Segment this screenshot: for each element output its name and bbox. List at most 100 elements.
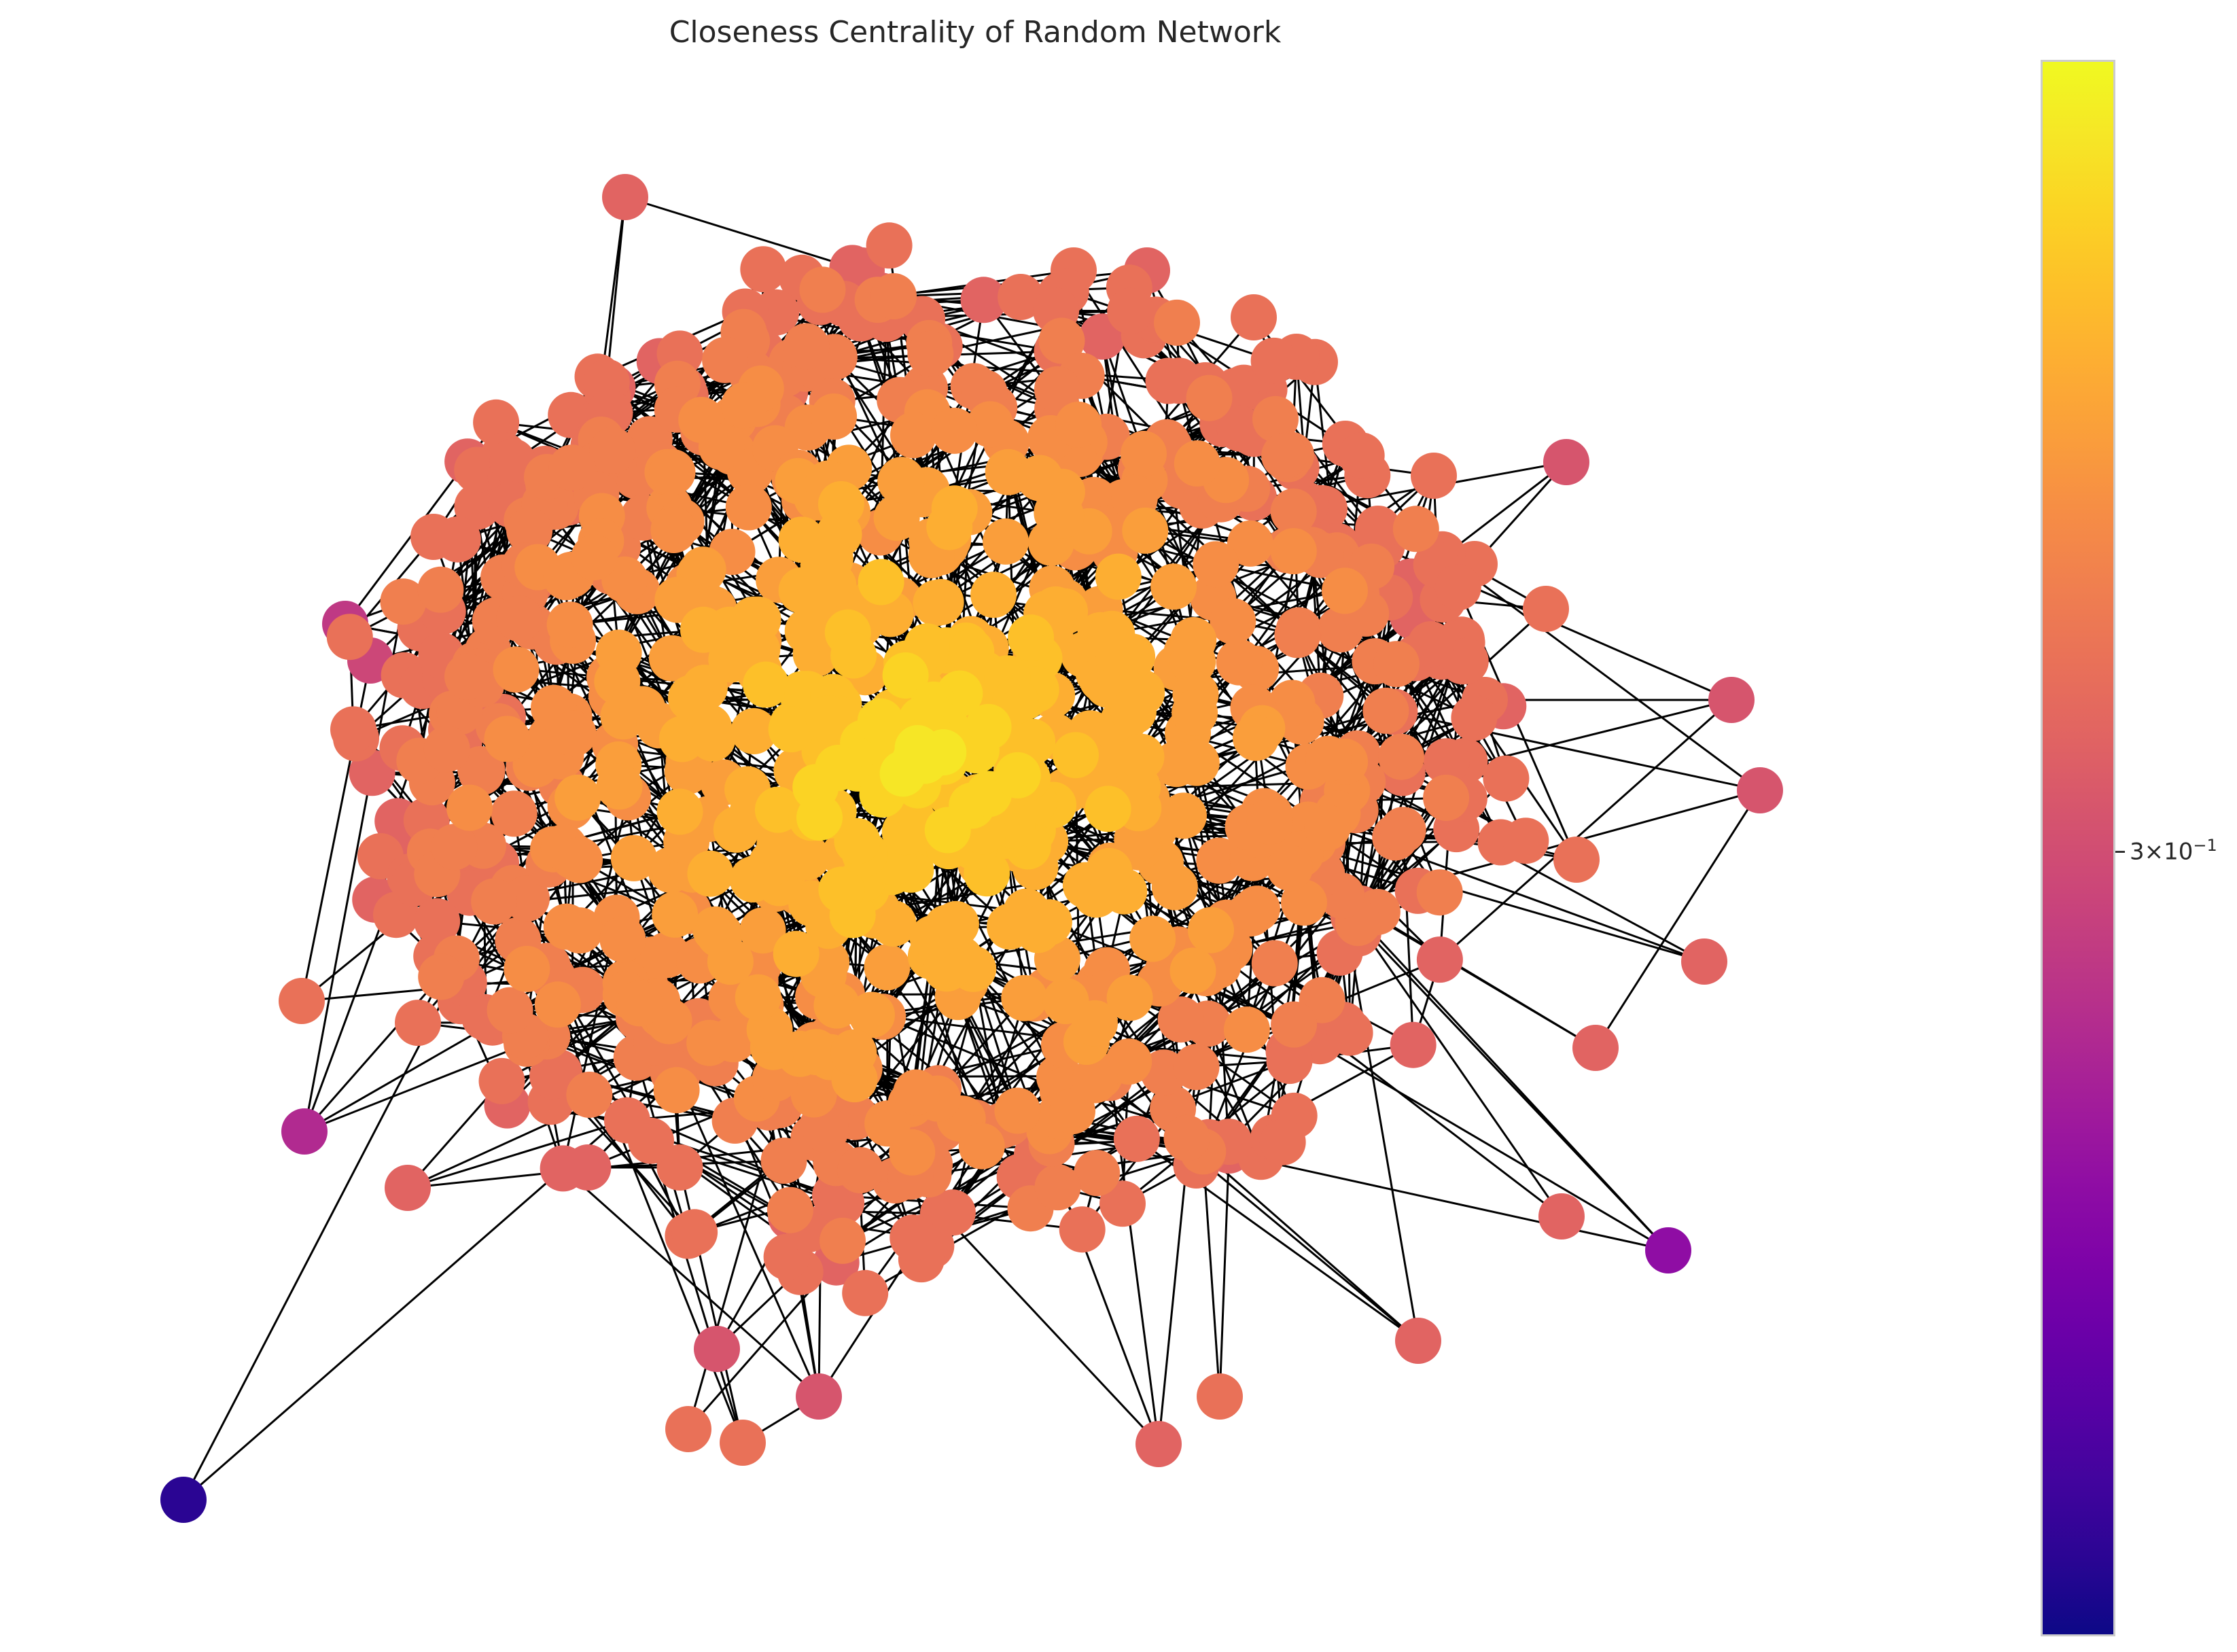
network-node xyxy=(803,1106,849,1153)
network-node xyxy=(858,559,904,605)
network-node xyxy=(506,508,553,555)
network-node xyxy=(1086,847,1133,894)
colorbar-gradient xyxy=(2043,62,2113,1634)
network-node xyxy=(864,944,911,991)
network-edge xyxy=(624,196,862,272)
network-edge xyxy=(552,877,758,979)
network-node xyxy=(1173,1044,1220,1091)
network-node xyxy=(902,737,949,784)
network-node xyxy=(735,596,781,643)
network-node xyxy=(1378,733,1424,780)
network-node xyxy=(431,824,478,871)
network-node xyxy=(589,427,636,474)
network-node xyxy=(1186,374,1233,421)
network-node xyxy=(1042,978,1089,1025)
network-node xyxy=(1261,432,1308,479)
network-node xyxy=(1196,837,1243,884)
network-node xyxy=(708,636,755,683)
network-node xyxy=(628,1117,674,1164)
network-node xyxy=(417,566,464,613)
network-node xyxy=(1326,1009,1373,1056)
network-node xyxy=(1216,405,1263,452)
network-node xyxy=(842,1269,889,1316)
network-node xyxy=(557,837,603,883)
network-node xyxy=(652,891,699,938)
network-node xyxy=(889,1214,936,1261)
network-node xyxy=(778,516,825,563)
network-node xyxy=(924,807,971,854)
network-node xyxy=(1423,738,1470,785)
network-node xyxy=(1129,915,1176,962)
network-node xyxy=(1543,439,1589,485)
network-node xyxy=(649,449,696,495)
network-node xyxy=(1270,488,1317,535)
network-node xyxy=(484,716,531,762)
network-node xyxy=(802,563,849,610)
network-edge xyxy=(1201,1151,1221,1397)
network-node xyxy=(1106,974,1153,1021)
network-node xyxy=(1553,837,1600,883)
network-node xyxy=(998,274,1044,320)
network-node xyxy=(1118,733,1165,780)
network-node xyxy=(1416,869,1463,916)
network-node xyxy=(1227,890,1274,937)
network-edge xyxy=(676,1075,820,1397)
network-node xyxy=(811,393,858,440)
network-node xyxy=(550,710,597,757)
network-node xyxy=(1538,1193,1585,1240)
network-node xyxy=(773,930,820,977)
network-node xyxy=(1223,1006,1270,1053)
network-node xyxy=(1373,641,1420,688)
network-node xyxy=(694,1326,740,1372)
network-node xyxy=(554,774,601,821)
network-node xyxy=(1135,1421,1182,1467)
colorbar-tick-base: 3×10 xyxy=(2130,838,2194,866)
network-edge xyxy=(926,412,1037,659)
network-node xyxy=(1038,317,1085,364)
network-node xyxy=(1737,767,1783,813)
network-node xyxy=(1442,637,1489,684)
network-node xyxy=(878,457,925,504)
network-edge xyxy=(650,1140,744,1443)
network-node xyxy=(735,974,781,1021)
network-node xyxy=(457,746,504,792)
network-node xyxy=(689,715,736,762)
network-node xyxy=(599,916,646,963)
network-node xyxy=(687,850,734,897)
network-node xyxy=(818,866,865,913)
network-node xyxy=(805,695,852,741)
network-node xyxy=(1483,755,1530,802)
network-node xyxy=(1150,563,1197,610)
network-node xyxy=(1266,1038,1313,1085)
network-node xyxy=(1163,1114,1210,1161)
network-node xyxy=(1252,396,1299,442)
network-node xyxy=(983,518,1029,565)
network-node xyxy=(385,1165,431,1211)
network-node xyxy=(548,444,595,491)
network-node xyxy=(1059,1206,1106,1253)
network-node xyxy=(881,809,928,856)
network-node xyxy=(602,174,648,220)
network-node xyxy=(707,938,754,985)
network-node xyxy=(1053,732,1099,779)
network-node xyxy=(1251,940,1298,987)
network-edge xyxy=(1310,550,1355,917)
network-node xyxy=(1392,506,1439,552)
network-node xyxy=(767,1187,813,1233)
network-node xyxy=(1259,1119,1306,1165)
network-edge xyxy=(562,917,618,1169)
network-node xyxy=(444,653,491,700)
network-node xyxy=(830,1029,877,1076)
network-node xyxy=(1338,432,1385,479)
network-node xyxy=(1038,492,1085,539)
network-node xyxy=(1001,974,1048,1021)
network-edge xyxy=(679,1167,744,1443)
network-edge xyxy=(304,1042,527,1133)
network-node xyxy=(1172,689,1218,736)
network-node xyxy=(882,652,929,699)
network-node xyxy=(1322,567,1368,614)
network-node xyxy=(1095,553,1142,600)
network-node xyxy=(1072,1057,1118,1104)
network-node xyxy=(326,614,373,661)
network-node xyxy=(1572,1025,1619,1071)
